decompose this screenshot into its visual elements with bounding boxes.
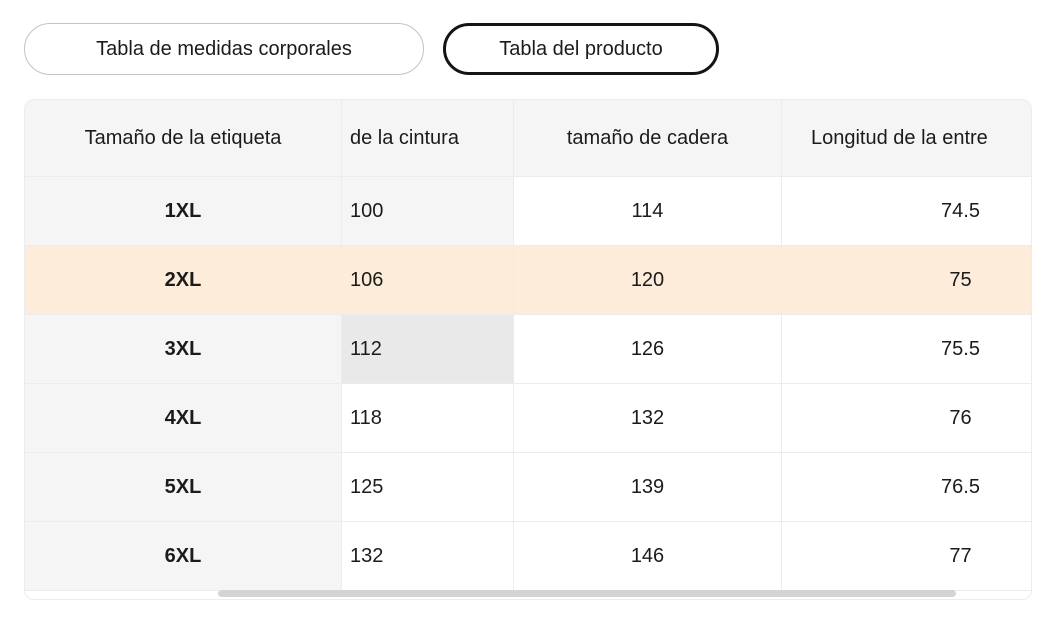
- measurement-cell[interactable]: 126: [514, 315, 782, 384]
- measurement-cell[interactable]: 77: [782, 522, 1031, 591]
- horizontal-scrollbar-thumb[interactable]: [218, 590, 956, 597]
- measurement-cell[interactable]: 120: [514, 246, 782, 315]
- column-header-label-size: Tamaño de la etiqueta: [25, 100, 342, 177]
- size-table: Tamaño de la etiqueta de la cintura tama…: [24, 99, 1032, 600]
- size-chart-page: Tabla de medidas corporales Tabla del pr…: [24, 23, 1054, 600]
- size-label-cell[interactable]: 4XL: [25, 384, 342, 453]
- measurement-cell[interactable]: 76.5: [782, 453, 1031, 522]
- size-label-cell[interactable]: 3XL: [25, 315, 342, 384]
- size-label-cell[interactable]: 5XL: [25, 453, 342, 522]
- size-label-cell[interactable]: 6XL: [25, 522, 342, 591]
- measurement-cell[interactable]: 75.5: [782, 315, 1031, 384]
- measurement-cell[interactable]: 74.5: [782, 177, 1031, 246]
- measurement-cell[interactable]: 146: [514, 522, 782, 591]
- measurement-cell[interactable]: 132: [342, 522, 514, 591]
- measurement-cell[interactable]: 132: [514, 384, 782, 453]
- size-label-cell[interactable]: 1XL: [25, 177, 342, 246]
- measurement-cell[interactable]: 125: [342, 453, 514, 522]
- size-label-cell[interactable]: 2XL: [25, 246, 342, 315]
- measurement-cell[interactable]: 106: [342, 246, 514, 315]
- measurement-cell[interactable]: 118: [342, 384, 514, 453]
- column-header-waist: de la cintura: [342, 100, 514, 177]
- size-chart-tabs: Tabla de medidas corporales Tabla del pr…: [24, 23, 1054, 75]
- column-header-hip: tamaño de cadera: [514, 100, 782, 177]
- measurement-cell[interactable]: 112: [342, 315, 514, 384]
- measurement-cell[interactable]: 139: [514, 453, 782, 522]
- measurement-cell[interactable]: 76: [782, 384, 1031, 453]
- measurement-cell[interactable]: 100: [342, 177, 514, 246]
- measurement-cell[interactable]: 114: [514, 177, 782, 246]
- table-scroll-area[interactable]: Tamaño de la etiqueta de la cintura tama…: [25, 100, 1031, 591]
- measurement-cell[interactable]: 75: [782, 246, 1031, 315]
- tab-body-measurements[interactable]: Tabla de medidas corporales: [24, 23, 424, 75]
- tab-product-measurements[interactable]: Tabla del producto: [443, 23, 719, 75]
- column-header-inseam-length: Longitud de la entre: [782, 100, 1031, 177]
